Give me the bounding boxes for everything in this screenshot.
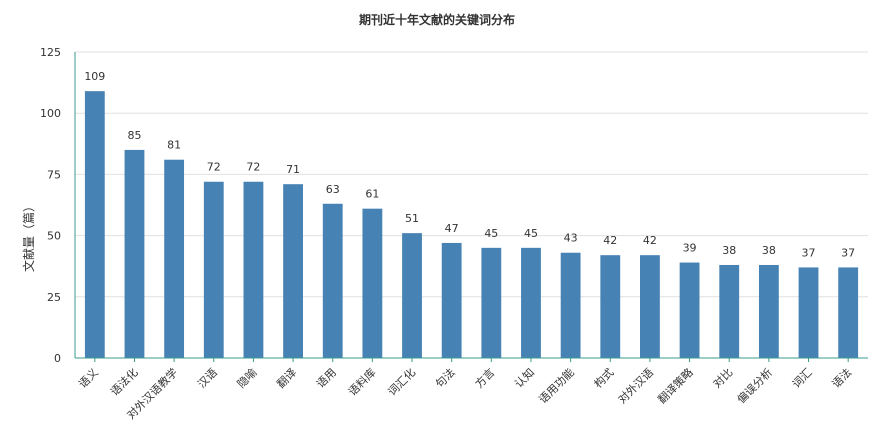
x-tick-label: 语义 [76,366,101,391]
x-tick-label: 语法 [829,365,854,390]
bar [600,255,621,358]
bar [560,252,581,358]
x-tick-label: 汉语 [195,366,220,391]
data-label: 42 [603,234,617,247]
x-tick-label: 句法 [432,365,457,390]
bar [84,91,105,358]
data-label: 85 [127,129,141,142]
data-label: 37 [802,246,816,259]
y-axis-label: 文献量（篇） [21,200,36,272]
bar [243,181,264,358]
x-tick-label: 隐喻 [234,365,259,390]
bar [322,203,343,358]
data-label: 38 [722,244,736,257]
data-label: 45 [484,227,498,240]
data-label: 43 [564,232,578,245]
bar [679,262,700,358]
gridlines [75,51,868,298]
data-label: 61 [365,188,379,201]
chart-title: 期刊近十年文献的关键词分布 [359,12,515,27]
bar [362,208,383,358]
data-label: 109 [84,70,105,83]
y-tick-label: 25 [47,291,61,304]
bar [124,149,145,358]
data-label: 72 [207,161,221,174]
bar [640,255,660,358]
y-tick-label: 100 [40,107,61,120]
y-axis-ticks: 0 25 50 75 100 125 [40,46,61,365]
bar [719,264,740,358]
x-tick-label: 偏误分析 [734,365,775,406]
x-tick-label: 认知 [512,365,537,390]
x-tick-label: 词汇化 [385,365,418,398]
data-label: 71 [286,163,300,176]
x-tick-label: 语法化 [107,365,140,398]
x-tick-label: 语用功能 [536,365,577,406]
bar [441,242,462,358]
data-label: 38 [762,244,776,257]
data-label: 47 [445,222,459,235]
x-tick-label: 构式 [591,365,616,390]
bar [838,267,859,358]
x-tick-label: 语料库 [345,365,378,398]
x-tick-label: 语用 [314,366,339,391]
bar [798,267,819,358]
data-label: 81 [167,139,181,152]
bars [84,91,859,358]
data-label: 42 [643,234,657,247]
y-tick-label: 0 [54,352,61,365]
y-tick-label: 75 [47,168,61,181]
x-tick-label: 对比 [710,365,735,390]
x-tick-label: 对外汉语 [615,365,656,406]
bar [402,233,422,358]
bar [283,184,303,358]
bar [758,264,779,358]
bar [521,247,541,358]
bar [481,247,502,358]
bar [164,159,185,358]
x-tick-label: 词汇 [790,366,815,391]
data-label: 63 [326,183,340,196]
x-tick-label: 翻译策略 [655,365,696,406]
data-label: 45 [524,227,538,240]
data-label: 51 [405,212,419,225]
data-label: 37 [841,246,855,259]
data-label: 72 [246,161,260,174]
y-tick-label: 125 [40,46,61,59]
data-label: 39 [683,242,697,255]
x-tick-label: 翻译 [274,365,299,390]
bar [203,181,224,358]
y-tick-label: 50 [47,230,61,243]
x-tick-label: 方言 [472,365,497,390]
data-labels: 109 85 81 72 72 71 63 61 51 47 45 45 43 42 42 39 38 38 37 3… [84,70,855,259]
